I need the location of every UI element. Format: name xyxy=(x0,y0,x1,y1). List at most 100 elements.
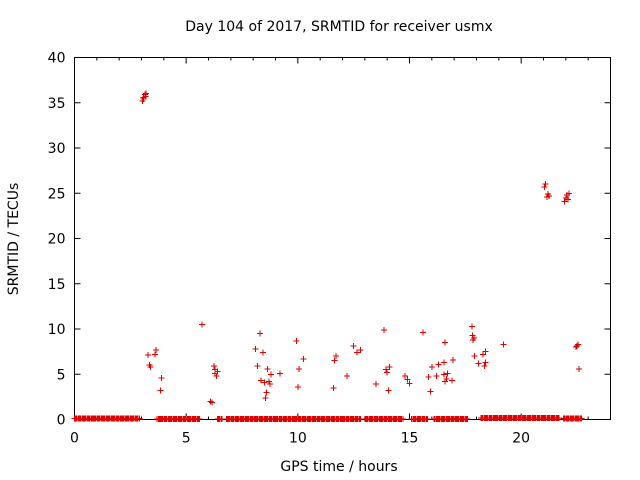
data-point xyxy=(450,356,457,363)
chart-title: Day 104 of 2017, SRMTID for receiver usm… xyxy=(185,19,493,35)
data-point xyxy=(262,394,269,401)
data-point xyxy=(257,377,264,384)
data-point xyxy=(196,416,203,423)
y-tick-label: 20 xyxy=(48,232,66,248)
data-point xyxy=(151,351,158,358)
x-tick-label: 0 xyxy=(70,431,79,447)
data-point xyxy=(212,366,219,373)
y-tick-label: 30 xyxy=(48,141,66,157)
data-point xyxy=(386,364,393,371)
data-point xyxy=(442,378,449,385)
x-axis-label: GPS time / hours xyxy=(280,459,397,475)
data-point xyxy=(442,339,449,346)
data-point xyxy=(384,369,391,376)
data-point xyxy=(427,388,434,395)
x-tick-label: 20 xyxy=(512,431,530,447)
data-point xyxy=(443,375,450,382)
data-point xyxy=(546,192,553,199)
data-point xyxy=(147,364,154,371)
data-point xyxy=(433,373,440,380)
data-point xyxy=(295,365,302,372)
data-point xyxy=(435,361,442,368)
data-point xyxy=(264,365,271,372)
data-point xyxy=(343,373,350,380)
data-point xyxy=(469,323,476,330)
data-point xyxy=(561,198,568,205)
y-tick-label: 0 xyxy=(57,413,66,429)
data-point xyxy=(213,373,220,380)
x-tick-label: 15 xyxy=(401,431,419,447)
data-point xyxy=(260,349,267,356)
data-point xyxy=(208,399,215,406)
data-point xyxy=(578,415,585,422)
data-point xyxy=(406,380,413,387)
data-point xyxy=(373,381,379,388)
data-point xyxy=(565,196,572,203)
data-point xyxy=(380,326,387,333)
data-point xyxy=(153,346,160,353)
data-point xyxy=(428,364,435,371)
y-tick-label: 5 xyxy=(57,367,66,383)
data-point xyxy=(268,371,275,378)
data-point xyxy=(207,398,214,405)
data-point xyxy=(136,415,143,422)
data-point xyxy=(330,384,337,391)
data-point xyxy=(331,357,338,364)
data-point xyxy=(142,93,149,100)
data-points xyxy=(71,90,585,423)
plot-frame xyxy=(74,57,611,420)
data-point xyxy=(198,321,205,328)
data-point xyxy=(383,366,390,373)
data-point xyxy=(354,349,361,356)
data-point xyxy=(399,416,406,423)
data-point xyxy=(385,387,392,394)
data-point xyxy=(211,363,218,370)
axis-ticks: 0 5 10 15 20 0 5 10 15 20 25 30 35 40 xyxy=(48,51,611,447)
data-point xyxy=(576,365,583,372)
data-point xyxy=(482,359,489,366)
data-point xyxy=(470,335,477,342)
y-tick-label: 40 xyxy=(48,51,66,67)
data-point xyxy=(404,376,411,383)
data-point xyxy=(448,377,455,384)
data-point xyxy=(402,373,409,380)
data-point xyxy=(441,371,448,378)
data-point xyxy=(265,378,272,385)
data-point xyxy=(276,370,283,377)
y-axis-label: SRMTID / TECUs xyxy=(6,183,22,296)
data-point xyxy=(424,416,431,423)
data-point xyxy=(357,346,364,353)
data-point xyxy=(471,353,478,360)
data-point xyxy=(541,183,548,190)
data-point xyxy=(332,353,339,360)
data-point xyxy=(469,332,476,339)
data-point xyxy=(482,348,489,355)
data-point xyxy=(542,181,549,188)
y-tick-label: 10 xyxy=(48,322,66,338)
y-tick-label: 25 xyxy=(48,186,66,202)
data-point xyxy=(254,363,261,370)
data-point xyxy=(266,381,273,388)
data-point xyxy=(300,355,307,362)
x-tick-label: 5 xyxy=(182,431,191,447)
x-tick-label: 10 xyxy=(289,431,307,447)
data-point xyxy=(256,330,263,337)
data-point xyxy=(158,374,165,381)
data-point xyxy=(475,360,482,367)
data-point xyxy=(419,329,426,336)
data-point xyxy=(481,363,488,370)
data-point xyxy=(444,370,451,377)
data-point xyxy=(157,387,164,394)
data-point xyxy=(263,389,270,396)
data-point xyxy=(145,352,152,359)
y-tick-label: 35 xyxy=(48,96,66,112)
data-point xyxy=(252,345,259,352)
data-point xyxy=(464,416,471,423)
data-point xyxy=(261,379,268,386)
data-point xyxy=(350,343,357,350)
data-point xyxy=(566,190,573,197)
data-point xyxy=(294,383,301,390)
data-point xyxy=(441,359,448,366)
data-point xyxy=(575,341,582,348)
